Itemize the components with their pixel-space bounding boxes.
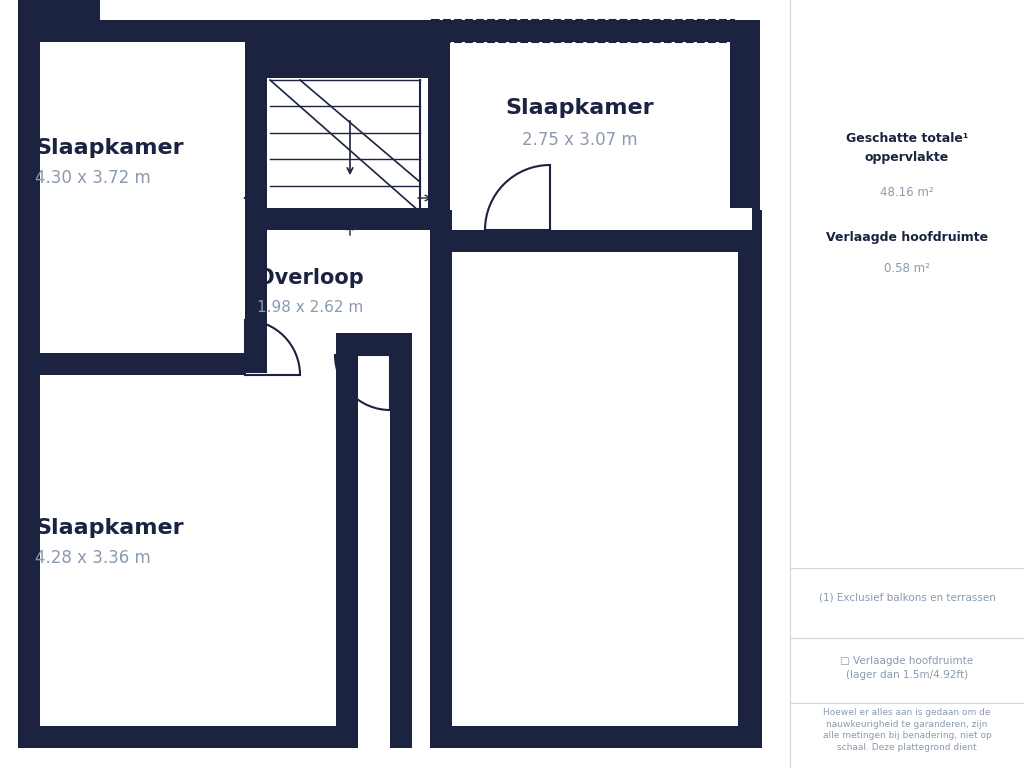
Bar	[18, 353, 245, 375]
Text: 0.58 m²: 0.58 m²	[884, 261, 930, 274]
Text: 1.98 x 2.62 m: 1.98 x 2.62 m	[257, 300, 364, 316]
Bar	[756, 20, 760, 230]
Text: Overloop: Overloop	[257, 268, 364, 288]
Bar	[430, 210, 758, 232]
Bar	[430, 230, 760, 748]
Bar	[430, 210, 452, 748]
Bar	[245, 20, 267, 373]
Bar	[430, 726, 760, 748]
Text: Slaapkamer: Slaapkamer	[35, 518, 183, 538]
Bar	[452, 208, 752, 230]
Text: (1) Exclusief balkons en terrassen: (1) Exclusief balkons en terrassen	[818, 593, 995, 603]
Bar	[18, 20, 245, 42]
Text: Geschatte totale¹
oppervlakte: Geschatte totale¹ oppervlakte	[846, 133, 968, 164]
Bar	[390, 335, 412, 748]
Bar	[336, 335, 358, 748]
Bar	[452, 252, 738, 726]
Bar	[18, 0, 100, 42]
Bar	[736, 20, 758, 230]
Bar	[18, 726, 340, 748]
Text: 4.28 x 3.36 m: 4.28 x 3.36 m	[35, 549, 151, 567]
Text: Verlaagde hoofdruimte: Verlaagde hoofdruimte	[826, 231, 988, 244]
Bar	[730, 20, 760, 230]
Text: 48.16 m²: 48.16 m²	[881, 187, 934, 200]
Text: Slaapkamer: Slaapkamer	[506, 98, 654, 118]
Bar	[18, 20, 40, 748]
Bar	[245, 20, 430, 78]
Bar	[245, 75, 267, 230]
Text: 4.30 x 3.72 m: 4.30 x 3.72 m	[35, 169, 151, 187]
Text: 2.75 x 3.07 m: 2.75 x 3.07 m	[522, 131, 638, 149]
Bar	[428, 20, 450, 230]
Bar	[432, 20, 734, 42]
Text: Slaapkamer: Slaapkamer	[35, 138, 183, 158]
Bar	[245, 208, 428, 230]
Bar	[336, 333, 412, 355]
Text: □ Verlaagde hoofdruimte
(lager dan 1.5m/4.92ft): □ Verlaagde hoofdruimte (lager dan 1.5m/…	[841, 657, 974, 680]
Text: Hoewel er alles aan is gedaan om de
nauwkeurigheid te garanderen, zijn
alle meti: Hoewel er alles aan is gedaan om de nauw…	[822, 708, 991, 752]
Bar	[736, 210, 762, 748]
Bar	[430, 20, 758, 42]
